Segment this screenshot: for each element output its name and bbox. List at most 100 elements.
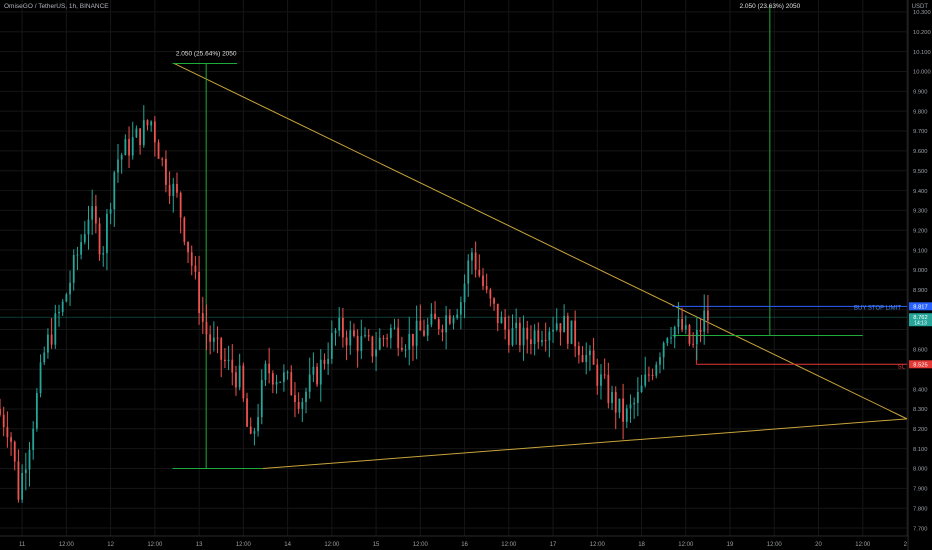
candle-body[interactable] bbox=[603, 374, 606, 376]
candle-body[interactable] bbox=[699, 329, 702, 332]
candle-body[interactable] bbox=[677, 318, 680, 328]
candle-body[interactable] bbox=[566, 315, 569, 344]
candle-body[interactable] bbox=[231, 359, 234, 373]
candle-body[interactable] bbox=[131, 137, 134, 156]
candle-body[interactable] bbox=[382, 337, 385, 339]
candle-body[interactable] bbox=[91, 206, 94, 220]
time-axis[interactable]: 11 12:00 12 12:00 13 12:00 14 12:00 15 12:00 16 12:… bbox=[0, 535, 908, 548]
candle-body[interactable] bbox=[482, 275, 484, 287]
candle-body[interactable] bbox=[681, 318, 683, 330]
candle-body[interactable] bbox=[120, 155, 123, 160]
candle-body[interactable] bbox=[282, 372, 285, 382]
candle-body[interactable] bbox=[17, 461, 20, 500]
candle-body[interactable] bbox=[21, 473, 24, 500]
candle-body[interactable] bbox=[651, 375, 654, 377]
candle-body[interactable] bbox=[614, 391, 617, 413]
candle-body[interactable] bbox=[404, 349, 407, 351]
candle-body[interactable] bbox=[371, 336, 374, 357]
candle-body[interactable] bbox=[563, 315, 566, 333]
candle-body[interactable] bbox=[577, 346, 580, 356]
candle-body[interactable] bbox=[636, 392, 639, 403]
candle-body[interactable] bbox=[633, 402, 636, 405]
candle-body[interactable] bbox=[695, 329, 698, 345]
candle-body[interactable] bbox=[257, 417, 259, 432]
candle-body[interactable] bbox=[467, 260, 470, 284]
candle-body[interactable] bbox=[305, 391, 307, 403]
candle-body[interactable] bbox=[596, 364, 599, 386]
candle-body[interactable] bbox=[600, 374, 602, 386]
candle-body[interactable] bbox=[489, 289, 492, 299]
candle-body[interactable] bbox=[271, 373, 274, 385]
candle-body[interactable] bbox=[139, 128, 142, 146]
candle-body[interactable] bbox=[622, 398, 625, 422]
candle-body[interactable] bbox=[611, 391, 613, 404]
candle-body[interactable] bbox=[707, 310, 709, 321]
buy-stop-label[interactable]: BUY STOP LIMIT bbox=[854, 305, 901, 311]
candle-body[interactable] bbox=[430, 313, 433, 325]
candle-body[interactable] bbox=[353, 330, 355, 336]
candle-body[interactable] bbox=[150, 121, 153, 126]
candle-body[interactable] bbox=[552, 329, 554, 332]
candle-body[interactable] bbox=[61, 301, 64, 312]
candle-body[interactable] bbox=[87, 219, 90, 235]
candle-body[interactable] bbox=[592, 350, 595, 365]
candle-body[interactable] bbox=[375, 349, 377, 357]
candle-body[interactable] bbox=[397, 327, 400, 348]
candle-body[interactable] bbox=[165, 159, 167, 185]
candle-body[interactable] bbox=[692, 343, 695, 345]
candle-body[interactable] bbox=[275, 381, 278, 385]
candle-body[interactable] bbox=[13, 441, 16, 462]
candle-body[interactable] bbox=[456, 314, 459, 318]
candle-body[interactable] bbox=[522, 327, 525, 346]
candle-body[interactable] bbox=[662, 343, 665, 358]
candle-body[interactable] bbox=[187, 241, 189, 253]
candle-body[interactable] bbox=[559, 323, 562, 333]
candle-body[interactable] bbox=[655, 364, 658, 376]
candle-body[interactable] bbox=[69, 282, 71, 295]
candle-body[interactable] bbox=[242, 365, 245, 399]
candle-body[interactable] bbox=[589, 350, 591, 356]
candle-body[interactable] bbox=[684, 325, 687, 330]
candle-body[interactable] bbox=[0, 408, 1, 415]
candle-body[interactable] bbox=[533, 330, 536, 345]
candle-body[interactable] bbox=[393, 327, 396, 329]
candle-body[interactable] bbox=[172, 183, 175, 196]
candle-body[interactable] bbox=[94, 206, 97, 224]
candle-body[interactable] bbox=[515, 322, 518, 329]
candle-body[interactable] bbox=[548, 331, 551, 341]
candle-body[interactable] bbox=[341, 317, 344, 338]
candle-body[interactable] bbox=[474, 252, 477, 270]
stop-loss-price-badge[interactable]: 8.525 bbox=[909, 360, 932, 369]
candle-body[interactable] bbox=[504, 317, 507, 330]
candle-body[interactable] bbox=[500, 317, 503, 324]
candle-body[interactable] bbox=[389, 328, 392, 339]
candle-body[interactable] bbox=[224, 359, 226, 362]
candle-body[interactable] bbox=[434, 313, 436, 320]
candle-body[interactable] bbox=[537, 330, 540, 343]
candle-body[interactable] bbox=[47, 334, 49, 353]
candlesticks[interactable] bbox=[0, 105, 709, 503]
candle-body[interactable] bbox=[301, 402, 304, 409]
candle-body[interactable] bbox=[32, 428, 35, 450]
candle-body[interactable] bbox=[518, 322, 521, 346]
candle-body[interactable] bbox=[176, 183, 178, 193]
candle-body[interactable] bbox=[334, 330, 337, 334]
candle-body[interactable] bbox=[201, 313, 204, 322]
candle-body[interactable] bbox=[412, 333, 414, 346]
candle-body[interactable] bbox=[238, 365, 241, 388]
candle-body[interactable] bbox=[703, 310, 706, 332]
candle-body[interactable] bbox=[356, 335, 359, 352]
candle-body[interactable] bbox=[227, 359, 230, 362]
candle-body[interactable] bbox=[526, 327, 529, 340]
candle-body[interactable] bbox=[544, 340, 547, 342]
candle-body[interactable] bbox=[459, 302, 462, 315]
candle-body[interactable] bbox=[168, 184, 171, 196]
candle-body[interactable] bbox=[574, 320, 577, 347]
candle-body[interactable] bbox=[72, 255, 75, 283]
candle-body[interactable] bbox=[80, 242, 83, 255]
candle-body[interactable] bbox=[386, 338, 389, 340]
candle-body[interactable] bbox=[496, 303, 499, 324]
candle-body[interactable] bbox=[452, 317, 455, 324]
candle-body[interactable] bbox=[106, 213, 108, 254]
